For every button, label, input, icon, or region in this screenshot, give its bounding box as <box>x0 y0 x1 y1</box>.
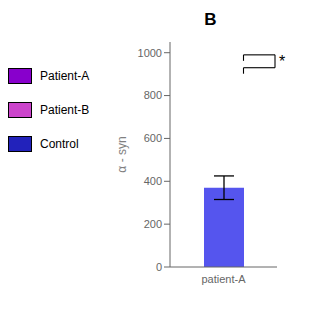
svg-text:800: 800 <box>144 89 162 101</box>
svg-text:α - syn: α - syn <box>118 136 129 172</box>
html-text:Patient-A: Patient-A <box>40 69 90 83</box>
svg-text:1000: 1000 <box>138 47 162 59</box>
svg-text:*: * <box>279 53 285 70</box>
svg-text:400: 400 <box>144 175 162 187</box>
html-text:Control: Control <box>40 137 79 151</box>
svg-text:200: 200 <box>144 218 162 230</box>
svg-text:patient-A: patient-A <box>201 273 246 285</box>
html-text:B: B <box>204 10 217 29</box>
html-text:Patient-B: Patient-B <box>40 103 90 117</box>
svg-text:0: 0 <box>156 261 162 273</box>
svg-text:600: 600 <box>144 132 162 144</box>
